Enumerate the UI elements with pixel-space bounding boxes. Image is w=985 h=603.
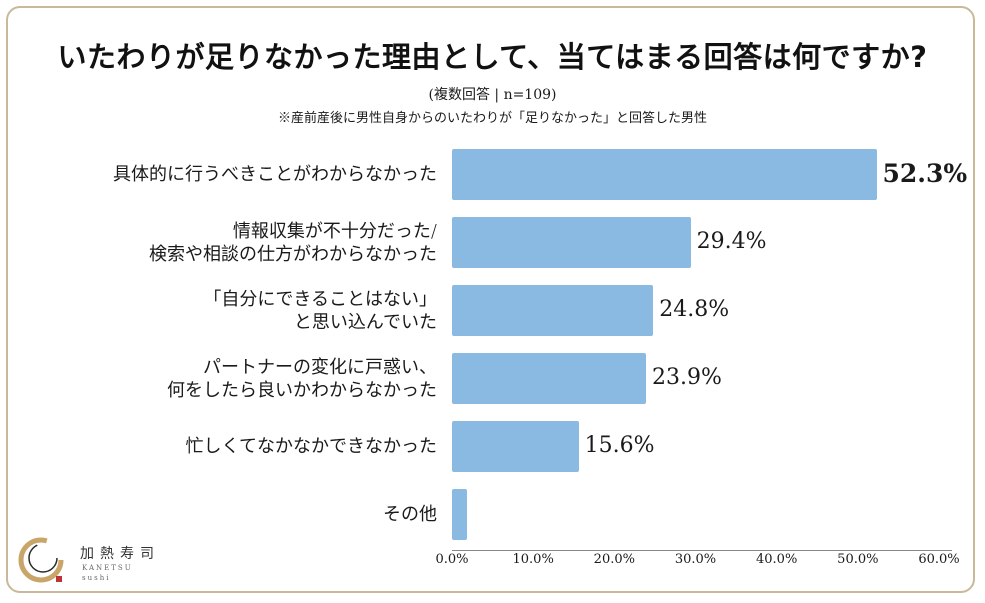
value-label: 52.3% (882, 158, 968, 188)
bar (452, 149, 877, 200)
bar (452, 489, 467, 540)
category-label-line: 具体的に行うべきことがわからなかった (113, 164, 437, 185)
brand-sub2: sushi (82, 574, 111, 582)
chart-frame (6, 6, 975, 593)
x-tick-label: 60.0% (918, 552, 960, 567)
category-label: 「自分にできることはない」 と思い込んでいた (203, 288, 437, 334)
brand-sub: KANETSU (82, 564, 133, 572)
category-label: 情報収集が不十分だった/検索や相談の仕方がわからなかった (149, 220, 437, 266)
category-label-line: 「自分にできることはない」 (203, 288, 437, 310)
x-tick-label: 20.0% (593, 552, 635, 567)
bar (452, 285, 654, 336)
x-tick-label: 30.0% (674, 552, 717, 567)
category-label: 具体的に行うべきことがわからなかった (113, 163, 437, 186)
category-label-line: と思い込んでいた (293, 311, 437, 333)
bar (452, 353, 646, 404)
category-label: その他 (383, 503, 437, 526)
chart-title: いたわりが足りなかった理由として、当てはまる回答は何ですか? (57, 40, 928, 74)
value-label: 23.9% (651, 364, 722, 390)
value-label: 24.8% (659, 296, 730, 322)
brand-logo-icon (18, 537, 64, 583)
chart-subtitle: (複数回答 | n=109) (428, 87, 557, 103)
bar (452, 217, 691, 268)
x-tick-label: 0.0% (435, 552, 469, 567)
category-label-line: その他 (383, 504, 437, 525)
category-label-line: 忙しくてなかなかできなかった (185, 436, 437, 457)
category-label-line: パートナーの変化に戸惑い、 (203, 356, 437, 378)
category-label-line: 検索や相談の仕方がわからなかった (149, 243, 437, 265)
category-label-line: 情報収集が不十分だった/ (232, 220, 437, 242)
brand-name: 加熱寿司 (80, 546, 160, 562)
category-label: 忙しくてなかなかできなかった (186, 435, 437, 458)
category-label-line: 何をしたら良いかわからなかった (167, 379, 437, 401)
x-tick-label: 10.0% (512, 552, 554, 567)
x-axis-line (452, 550, 952, 551)
category-label: パートナーの変化に戸惑い、 何をしたら良いかわからなかった (167, 356, 437, 402)
bar (452, 421, 579, 472)
chart-note: ※産前産後に男性自身からのいたわりが「足りなかった」と回答した男性 (277, 111, 707, 126)
x-tick-label: 40.0% (756, 552, 798, 567)
value-label: 15.6% (584, 432, 655, 458)
x-tick-label: 50.0% (837, 552, 879, 567)
value-label: 29.4% (696, 228, 767, 254)
